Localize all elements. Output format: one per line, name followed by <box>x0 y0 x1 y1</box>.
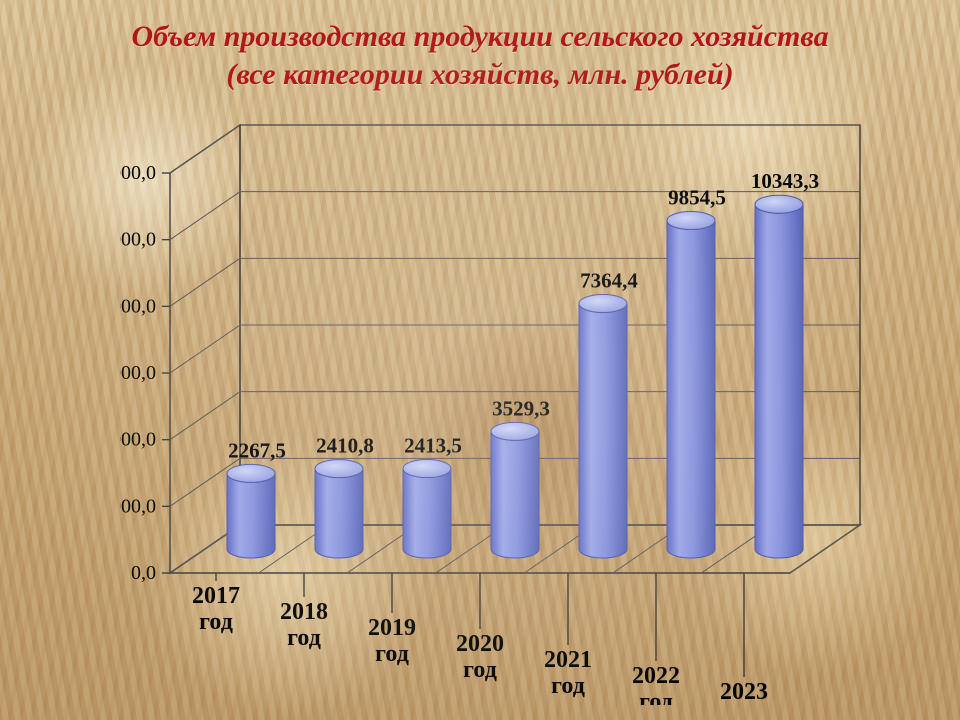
bar <box>667 212 715 558</box>
x-category-year: 2021 <box>544 647 592 673</box>
y-tick-label: 6000,0 <box>120 362 156 384</box>
y-tick-label: 4000,0 <box>120 429 156 451</box>
y-tick-label: 2000,0 <box>120 495 156 517</box>
bar-value-label: 9854,5 <box>668 186 726 210</box>
x-category-year: 2022 <box>632 663 680 689</box>
x-category-suffix: год <box>375 641 409 667</box>
x-category-suffix: год <box>287 625 321 651</box>
slide-background: Объем производства продукции сельского х… <box>0 0 960 720</box>
title-line-2: (все категории хозяйств, млн. рублей) <box>226 58 733 91</box>
y-tick-label: 10000,0 <box>120 229 156 251</box>
x-category-year: 2018 <box>280 599 328 625</box>
chart-bars <box>227 195 803 558</box>
bar-value-label: 7364,4 <box>580 269 638 293</box>
bar-value-label: 2267,5 <box>228 438 286 462</box>
bar <box>403 460 451 558</box>
bar <box>579 295 627 558</box>
x-category-year: 2019 <box>368 615 416 641</box>
x-category-year: 2017 <box>192 583 240 609</box>
x-category-year: 2020 <box>456 631 504 657</box>
bar-value-label: 2410,8 <box>316 434 374 458</box>
bar <box>755 195 803 558</box>
x-category-suffix: год <box>199 609 233 635</box>
x-category-suffix: год <box>551 673 585 699</box>
title-line-1: Объем производства продукции сельского х… <box>131 20 828 53</box>
bar-value-label: 3529,3 <box>492 396 550 420</box>
x-category-suffix: год <box>463 657 497 683</box>
x-category-year: 2023 <box>720 679 768 705</box>
bar <box>491 422 539 558</box>
x-category-suffix: год <box>639 689 673 705</box>
production-bar-chart: 0,0 2000,0 4000,0 6000,0 8000,0 10000,0 12000,… <box>120 115 900 705</box>
y-tick-label: 0,0 <box>131 562 156 584</box>
bar-value-labels: 2267,5 2410,8 2413,5 3529,3 7364,4 9854,5 1034… <box>228 169 819 462</box>
y-axis-ticks: 0,0 2000,0 4000,0 6000,0 8000,0 10000,0 12000,… <box>120 162 156 584</box>
bar <box>227 464 275 558</box>
y-tick-label: 12000,0 <box>120 162 156 184</box>
bar-value-label: 2413,5 <box>404 434 462 458</box>
bar <box>315 460 363 558</box>
bar-value-label: 10343,3 <box>751 169 819 193</box>
chart-title: Объем производства продукции сельского х… <box>0 18 960 93</box>
x-axis-categories: 2017год2018год2019год2020год2021год2022г… <box>192 573 768 705</box>
y-tick-label: 8000,0 <box>120 295 156 317</box>
